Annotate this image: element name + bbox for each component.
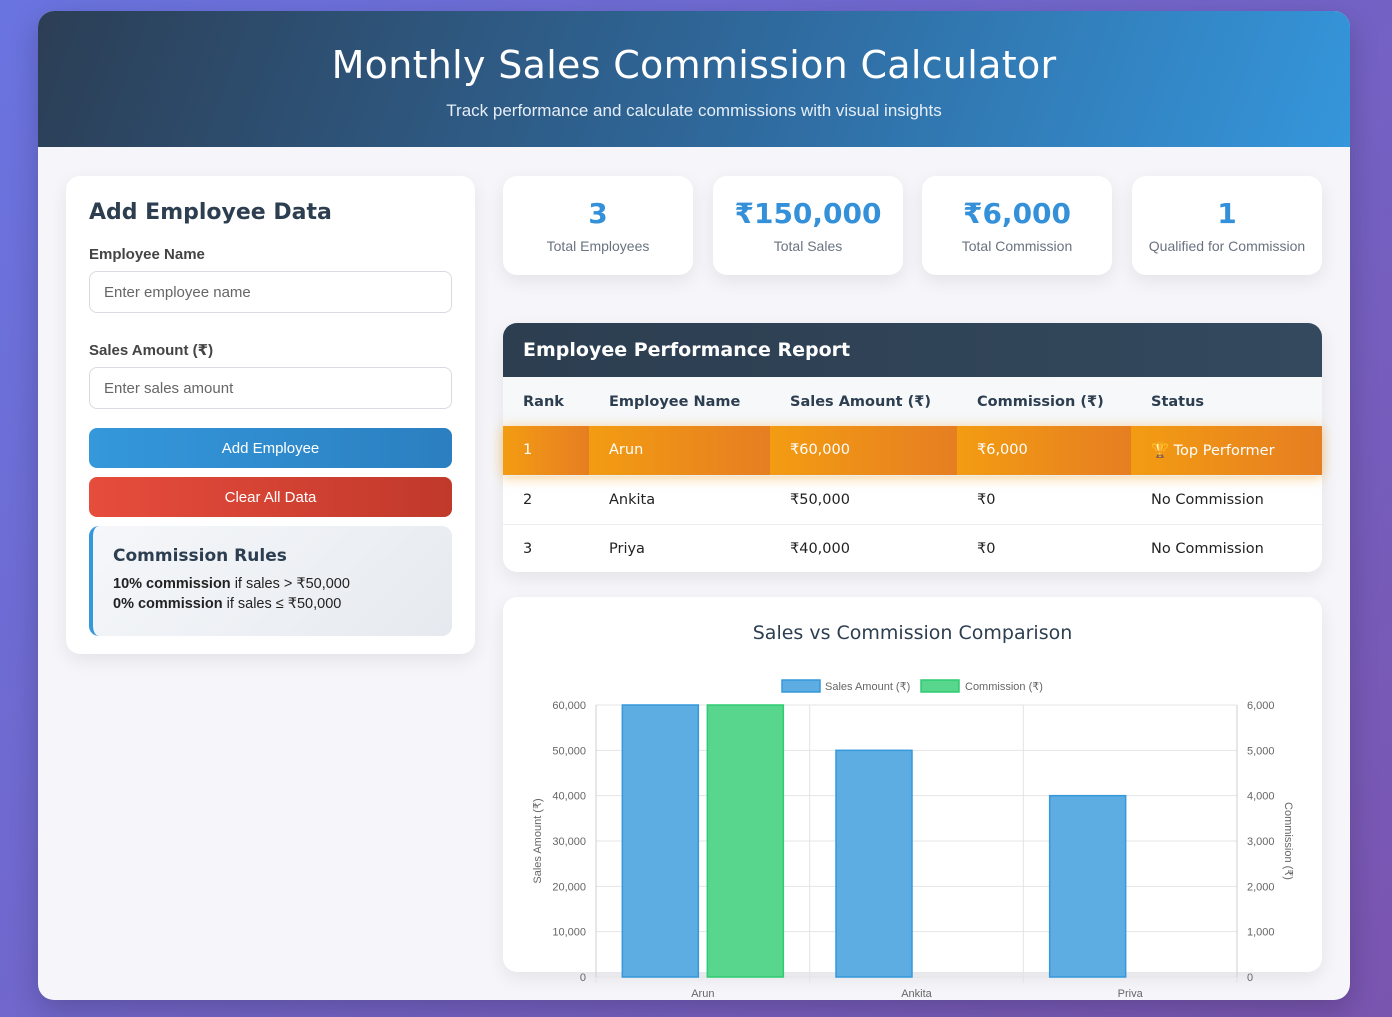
sales-cell: ₹60,000 bbox=[770, 426, 957, 475]
sales-commission-chart: 0 10,000 20,000 30,000 40,000 50,000 60,000 0 1,… bbox=[532, 679, 1294, 997]
name-cell: Priya bbox=[589, 523, 770, 573]
column-header: Employee Name bbox=[589, 377, 770, 426]
commission-cell: ₹0 bbox=[957, 474, 1131, 524]
stat-value: 1 bbox=[1217, 197, 1237, 230]
rule-0-percent: 0% commission if sales ≤ ₹50,000 bbox=[113, 596, 432, 612]
commission-rules: Commission Rules 10% commission if sales… bbox=[89, 526, 452, 636]
page-title: Monthly Sales Commission Calculator bbox=[331, 43, 1057, 87]
y2-tick-label: 2,000 bbox=[1247, 881, 1275, 893]
column-header: Rank bbox=[503, 377, 589, 426]
performance-table: Rank Employee Name Sales Amount (₹) Comm… bbox=[503, 377, 1322, 573]
status-cell: No Commission bbox=[1131, 474, 1322, 524]
column-header: Status bbox=[1131, 377, 1322, 426]
legend-label-commission: Commission (₹) bbox=[965, 681, 1043, 693]
bar-sales-arun bbox=[621, 704, 700, 978]
column-header: Sales Amount (₹) bbox=[770, 377, 957, 426]
table-row: 2 Ankita ₹50,000 ₹0 No Commission bbox=[503, 474, 1322, 524]
sales-amount-label: Sales Amount (₹) bbox=[89, 342, 214, 359]
commission-cell: ₹0 bbox=[957, 523, 1131, 573]
bar-sales-ankita bbox=[835, 749, 913, 978]
performance-report: Employee Performance Report Rank Employe… bbox=[503, 323, 1322, 573]
form-title: Add Employee Data bbox=[89, 200, 332, 225]
sales-amount-input[interactable] bbox=[89, 367, 452, 409]
page-header: Monthly Sales Commission Calculator Trac… bbox=[38, 11, 1350, 147]
stat-qualified: 1 Qualified for Commission bbox=[1132, 176, 1322, 275]
rule-10-percent-bold: 10% commission bbox=[113, 576, 231, 592]
chart-title: Sales vs Commission Comparison bbox=[752, 622, 1073, 644]
stat-value: ₹150,000 bbox=[734, 197, 882, 230]
y2-axis-title: Commission (₹) bbox=[1282, 802, 1294, 880]
rule-10-percent-text: if sales > ₹50,000 bbox=[230, 576, 350, 592]
stat-total-employees: 3 Total Employees bbox=[503, 176, 693, 275]
y-tick-label: 60,000 bbox=[552, 700, 586, 712]
bar-commission-arun bbox=[706, 704, 785, 978]
y-tick-label: 10,000 bbox=[552, 927, 586, 939]
y2-tick-label: 4,000 bbox=[1247, 791, 1275, 803]
table-header-row: Rank Employee Name Sales Amount (₹) Comm… bbox=[503, 377, 1322, 426]
name-cell: Arun bbox=[589, 426, 770, 475]
rank-cell: 1 bbox=[503, 426, 589, 475]
add-employee-button[interactable]: Add Employee bbox=[89, 428, 452, 468]
rank-cell: 2 bbox=[503, 474, 589, 524]
bar-sales-priya bbox=[1048, 794, 1127, 978]
y-tick-label: 20,000 bbox=[552, 881, 586, 893]
rule-0-percent-bold: 0% commission bbox=[113, 596, 223, 612]
stat-value: ₹6,000 bbox=[962, 197, 1072, 230]
rank-cell: 3 bbox=[503, 523, 589, 573]
sales-cell: ₹40,000 bbox=[770, 523, 957, 573]
x-tick-label: Ankita bbox=[901, 988, 932, 997]
stat-total-sales: ₹150,000 Total Sales bbox=[713, 176, 903, 275]
y2-tick-label: 5,000 bbox=[1247, 745, 1275, 757]
legend-label-sales: Sales Amount (₹) bbox=[825, 681, 910, 693]
rule-0-percent-text: if sales ≤ ₹50,000 bbox=[222, 596, 342, 612]
y2-tick-label: 1,000 bbox=[1247, 927, 1275, 939]
add-employee-panel: Add Employee Data Employee Name Sales Am… bbox=[66, 176, 475, 654]
stat-value: 3 bbox=[588, 197, 608, 230]
report-title: Employee Performance Report bbox=[503, 323, 1322, 377]
column-header: Commission (₹) bbox=[957, 377, 1131, 426]
commission-cell: ₹6,000 bbox=[957, 426, 1131, 475]
table-row: 3 Priya ₹40,000 ₹0 No Commission bbox=[503, 523, 1322, 573]
y2-tick-label: 0 bbox=[1247, 972, 1253, 984]
status-cell: No Commission bbox=[1131, 523, 1322, 573]
stat-label: Qualified for Commission bbox=[1148, 238, 1306, 254]
y-tick-label: 50,000 bbox=[552, 745, 586, 757]
y-axis-title: Sales Amount (₹) bbox=[532, 798, 544, 883]
rules-title: Commission Rules bbox=[113, 546, 287, 566]
y-tick-label: 40,000 bbox=[552, 791, 586, 803]
table-row: 1 Arun ₹60,000 ₹6,000 🏆 Top Performer bbox=[503, 426, 1322, 475]
stat-total-commission: ₹6,000 Total Commission bbox=[922, 176, 1112, 275]
legend-swatch-commission bbox=[920, 679, 960, 693]
y2-tick-label: 6,000 bbox=[1247, 700, 1275, 712]
page-subtitle: Track performance and calculate commissi… bbox=[446, 101, 942, 120]
y-tick-label: 0 bbox=[580, 972, 586, 984]
x-tick-label: Priya bbox=[1118, 988, 1144, 997]
legend-swatch-sales bbox=[781, 679, 821, 693]
sales-cell: ₹50,000 bbox=[770, 474, 957, 524]
stat-label: Total Employees bbox=[546, 238, 650, 254]
stat-label: Total Sales bbox=[773, 238, 843, 254]
employee-name-input[interactable] bbox=[89, 271, 452, 313]
status-cell: 🏆 Top Performer bbox=[1131, 426, 1322, 475]
app-window: Monthly Sales Commission Calculator Trac… bbox=[38, 11, 1350, 1000]
clear-all-data-button[interactable]: Clear All Data bbox=[89, 477, 452, 517]
stat-label: Total Commission bbox=[961, 238, 1073, 254]
chart-card: Sales vs Commission Comparison 0 10,000 20… bbox=[503, 597, 1322, 997]
x-tick-label: Arun bbox=[691, 988, 714, 997]
name-cell: Ankita bbox=[589, 474, 770, 524]
rule-10-percent: 10% commission if sales > ₹50,000 bbox=[113, 576, 432, 592]
y2-tick-label: 3,000 bbox=[1247, 836, 1275, 848]
employee-name-label: Employee Name bbox=[89, 246, 205, 263]
y-tick-label: 30,000 bbox=[552, 836, 586, 848]
